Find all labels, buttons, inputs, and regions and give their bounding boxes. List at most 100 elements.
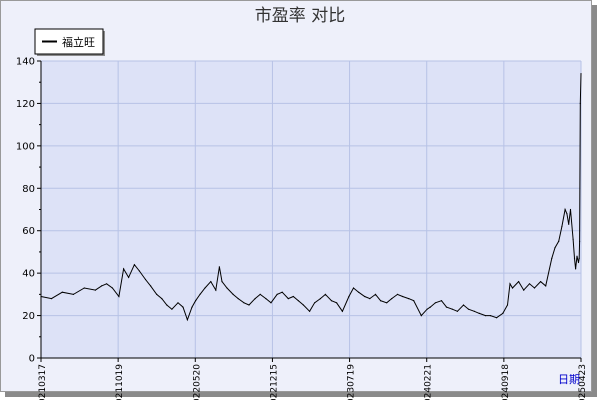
data-point <box>111 287 113 289</box>
data-point <box>506 304 509 306</box>
data-point <box>478 312 480 314</box>
data-point <box>440 300 443 302</box>
data-point <box>545 285 547 287</box>
data-point <box>133 264 135 266</box>
data-point <box>292 295 294 298</box>
y-tick-label: 60 <box>22 226 35 237</box>
data-point <box>540 281 542 283</box>
data-point <box>429 306 431 308</box>
data-point <box>467 308 470 310</box>
y-tick-label: 100 <box>16 141 35 152</box>
data-point <box>118 295 120 298</box>
data-point <box>177 302 179 304</box>
data-point <box>123 268 125 270</box>
data-point <box>578 257 580 259</box>
data-point <box>276 293 278 295</box>
data-point <box>402 295 404 298</box>
data-point <box>489 315 492 317</box>
data-point <box>561 225 563 228</box>
data-point <box>551 257 553 259</box>
data-point <box>369 298 371 300</box>
frame-shadow-right <box>592 5 597 397</box>
data-point <box>287 298 289 300</box>
legend-entry-label: 福立旺 <box>62 35 95 49</box>
data-point <box>352 287 355 289</box>
data-point <box>566 213 568 215</box>
x-tick-label: 20230719 <box>347 364 357 400</box>
data-point <box>254 298 256 300</box>
data-point <box>391 298 393 300</box>
data-point <box>523 289 525 291</box>
series-line-fuliwang <box>40 73 582 322</box>
y-tick-label: 20 <box>22 311 35 322</box>
data-point <box>408 298 410 300</box>
data-point <box>40 295 42 298</box>
data-point <box>496 317 498 319</box>
data-point <box>221 281 223 283</box>
y-tick-label: 80 <box>22 184 35 195</box>
data-point <box>166 304 168 306</box>
plot-area <box>41 61 581 358</box>
data-point <box>144 278 147 281</box>
data-point <box>358 291 360 293</box>
data-point <box>138 270 140 272</box>
data-point <box>330 300 333 302</box>
data-point <box>396 293 399 295</box>
data-point <box>324 293 326 295</box>
data-point <box>577 261 580 264</box>
data-point <box>186 319 188 321</box>
legend: 福立旺 <box>34 28 105 56</box>
data-point <box>518 281 520 283</box>
x-tick-label: 20250423 <box>578 364 588 400</box>
data-point <box>348 295 350 298</box>
data-point <box>554 247 556 249</box>
data-point <box>579 102 581 104</box>
data-point <box>572 238 574 240</box>
data-point <box>451 308 453 310</box>
data-point <box>72 293 74 295</box>
data-point <box>462 304 465 306</box>
data-point <box>210 281 212 283</box>
data-point <box>150 285 152 287</box>
data-point <box>364 295 366 298</box>
x-tick-label: 20240918 <box>501 364 511 400</box>
x-tick-labels: 20210317 20211019 20220520 20221215 20230719… <box>38 364 588 400</box>
y-tick-label: 40 <box>22 269 35 280</box>
data-point <box>237 298 239 300</box>
data-point <box>309 310 311 312</box>
y-tick-label: 120 <box>16 99 35 110</box>
data-point <box>319 298 321 300</box>
data-point <box>569 208 572 211</box>
data-point <box>426 308 428 310</box>
axis-layer <box>40 61 581 359</box>
data-point <box>579 240 581 242</box>
data-point <box>336 302 338 304</box>
data-point <box>456 310 458 312</box>
data-point <box>191 306 193 308</box>
data-point <box>502 312 504 314</box>
data-point <box>445 306 448 308</box>
data-point <box>270 302 272 304</box>
data-point <box>558 240 560 242</box>
data-point <box>171 308 173 310</box>
data-point <box>215 289 217 291</box>
data-point <box>533 287 536 289</box>
data-point <box>156 293 158 295</box>
data-point <box>195 300 197 302</box>
data-point <box>341 310 343 312</box>
data-point <box>302 304 304 306</box>
y-tick-label: 140 <box>16 57 35 68</box>
x-tick-label: 20220520 <box>192 364 202 400</box>
data-point <box>374 293 377 295</box>
data-point <box>128 276 130 278</box>
data-point <box>509 283 511 285</box>
data-point <box>413 300 415 302</box>
data-point <box>564 208 566 211</box>
data-point <box>580 73 582 75</box>
data-point <box>94 289 96 291</box>
data-point <box>259 293 261 295</box>
data-point <box>484 315 487 317</box>
data-point <box>101 285 103 287</box>
